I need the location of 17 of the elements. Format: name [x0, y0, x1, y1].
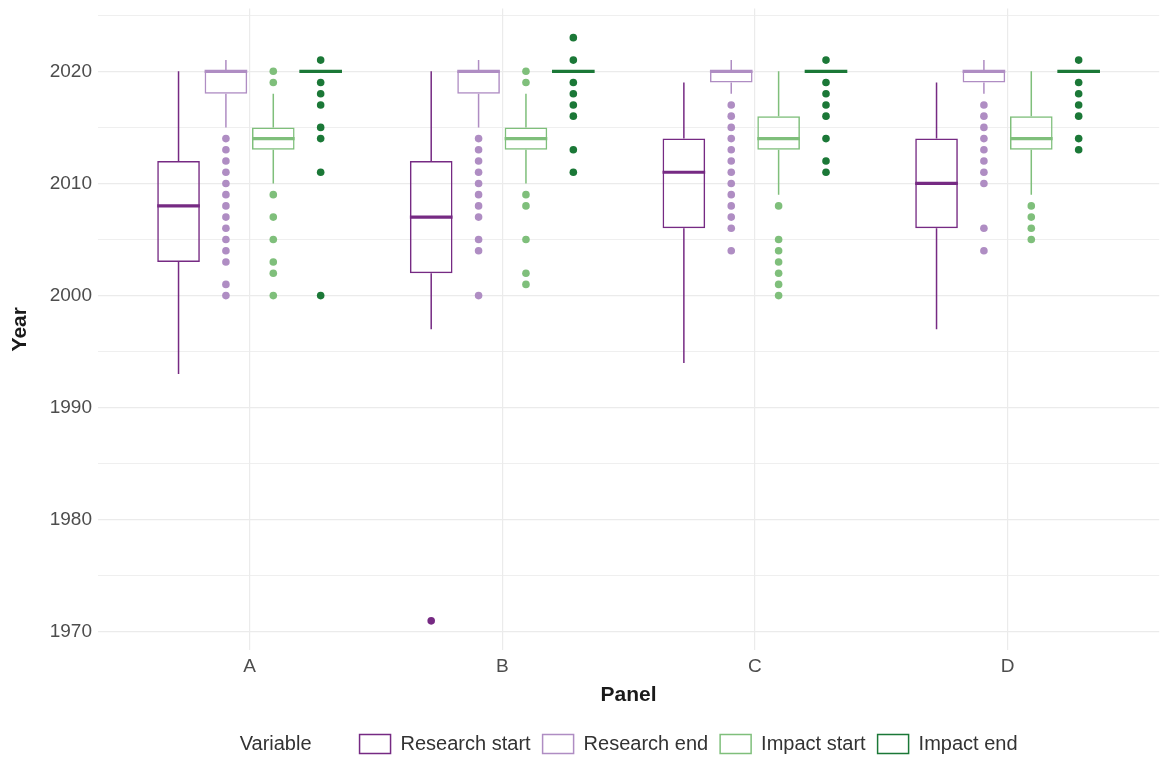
x-tick-label: B: [495, 654, 509, 676]
y-tick-label: 2020: [49, 59, 92, 81]
y-tick-label: 1970: [49, 620, 92, 642]
y-tick-label: 1980: [49, 508, 92, 530]
y-tick-label: 2000: [49, 283, 92, 305]
x-tick-label: D: [1000, 654, 1015, 676]
legend-title: Variable: [239, 731, 312, 754]
y-tick-label: 1990: [49, 395, 92, 417]
y-axis-title: Year: [7, 307, 31, 352]
legend-label: Research end: [583, 731, 709, 754]
y-tick-label: 2010: [49, 171, 92, 193]
x-tick-label: C: [748, 654, 762, 676]
legend-label: Impact start: [761, 731, 867, 754]
x-axis-title: Panel: [600, 682, 657, 706]
legend-label: Impact end: [918, 731, 1018, 754]
legend-label: Research start: [400, 731, 532, 754]
x-tick-label: A: [243, 654, 257, 676]
